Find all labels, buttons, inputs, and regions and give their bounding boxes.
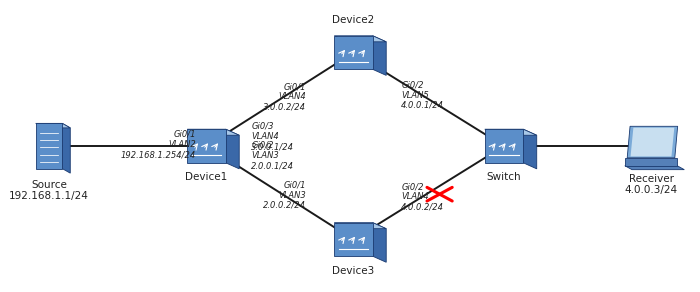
Polygon shape: [62, 124, 70, 173]
Text: Gi0/2
VLAN4
4.0.0.2/24: Gi0/2 VLAN4 4.0.0.2/24: [401, 182, 444, 212]
Polygon shape: [225, 129, 239, 169]
Polygon shape: [372, 223, 386, 262]
Text: Gi0/3
VLAN4
3.0.0.1/24: Gi0/3 VLAN4 3.0.0.1/24: [251, 121, 294, 151]
Polygon shape: [631, 128, 674, 157]
Text: Gi0/1
VLAN3
2.0.0.2/24: Gi0/1 VLAN3 2.0.0.2/24: [263, 180, 306, 210]
Text: Receiver
4.0.0.3/24: Receiver 4.0.0.3/24: [624, 174, 678, 195]
Text: Switch: Switch: [486, 172, 522, 182]
Polygon shape: [484, 129, 524, 163]
Polygon shape: [187, 129, 239, 135]
Polygon shape: [484, 129, 537, 135]
Polygon shape: [36, 124, 62, 169]
Polygon shape: [625, 158, 677, 166]
Polygon shape: [335, 223, 372, 256]
Polygon shape: [335, 36, 386, 42]
Polygon shape: [627, 126, 678, 158]
Text: Gi0/2
VLAN3
2.0.0.1/24: Gi0/2 VLAN3 2.0.0.1/24: [251, 141, 294, 171]
Polygon shape: [187, 129, 225, 163]
Polygon shape: [625, 166, 685, 170]
Polygon shape: [36, 124, 70, 128]
Polygon shape: [335, 223, 386, 229]
Text: Device2: Device2: [332, 15, 375, 25]
Polygon shape: [335, 36, 372, 69]
Text: Source
192.168.1.1/24: Source 192.168.1.1/24: [9, 180, 89, 201]
Text: Device1: Device1: [186, 172, 228, 182]
Polygon shape: [372, 36, 386, 75]
Text: Gi0/2
VLAN5
4.0.0.1/24: Gi0/2 VLAN5 4.0.0.1/24: [401, 80, 444, 110]
Text: Gi0/1
VLAN4
3.0.0.2/24: Gi0/1 VLAN4 3.0.0.2/24: [263, 82, 306, 112]
Polygon shape: [524, 129, 537, 169]
Text: Gi0/1
VLAN2
192.168.1.254/24: Gi0/1 VLAN2 192.168.1.254/24: [120, 130, 196, 159]
Text: Device3: Device3: [332, 266, 375, 276]
